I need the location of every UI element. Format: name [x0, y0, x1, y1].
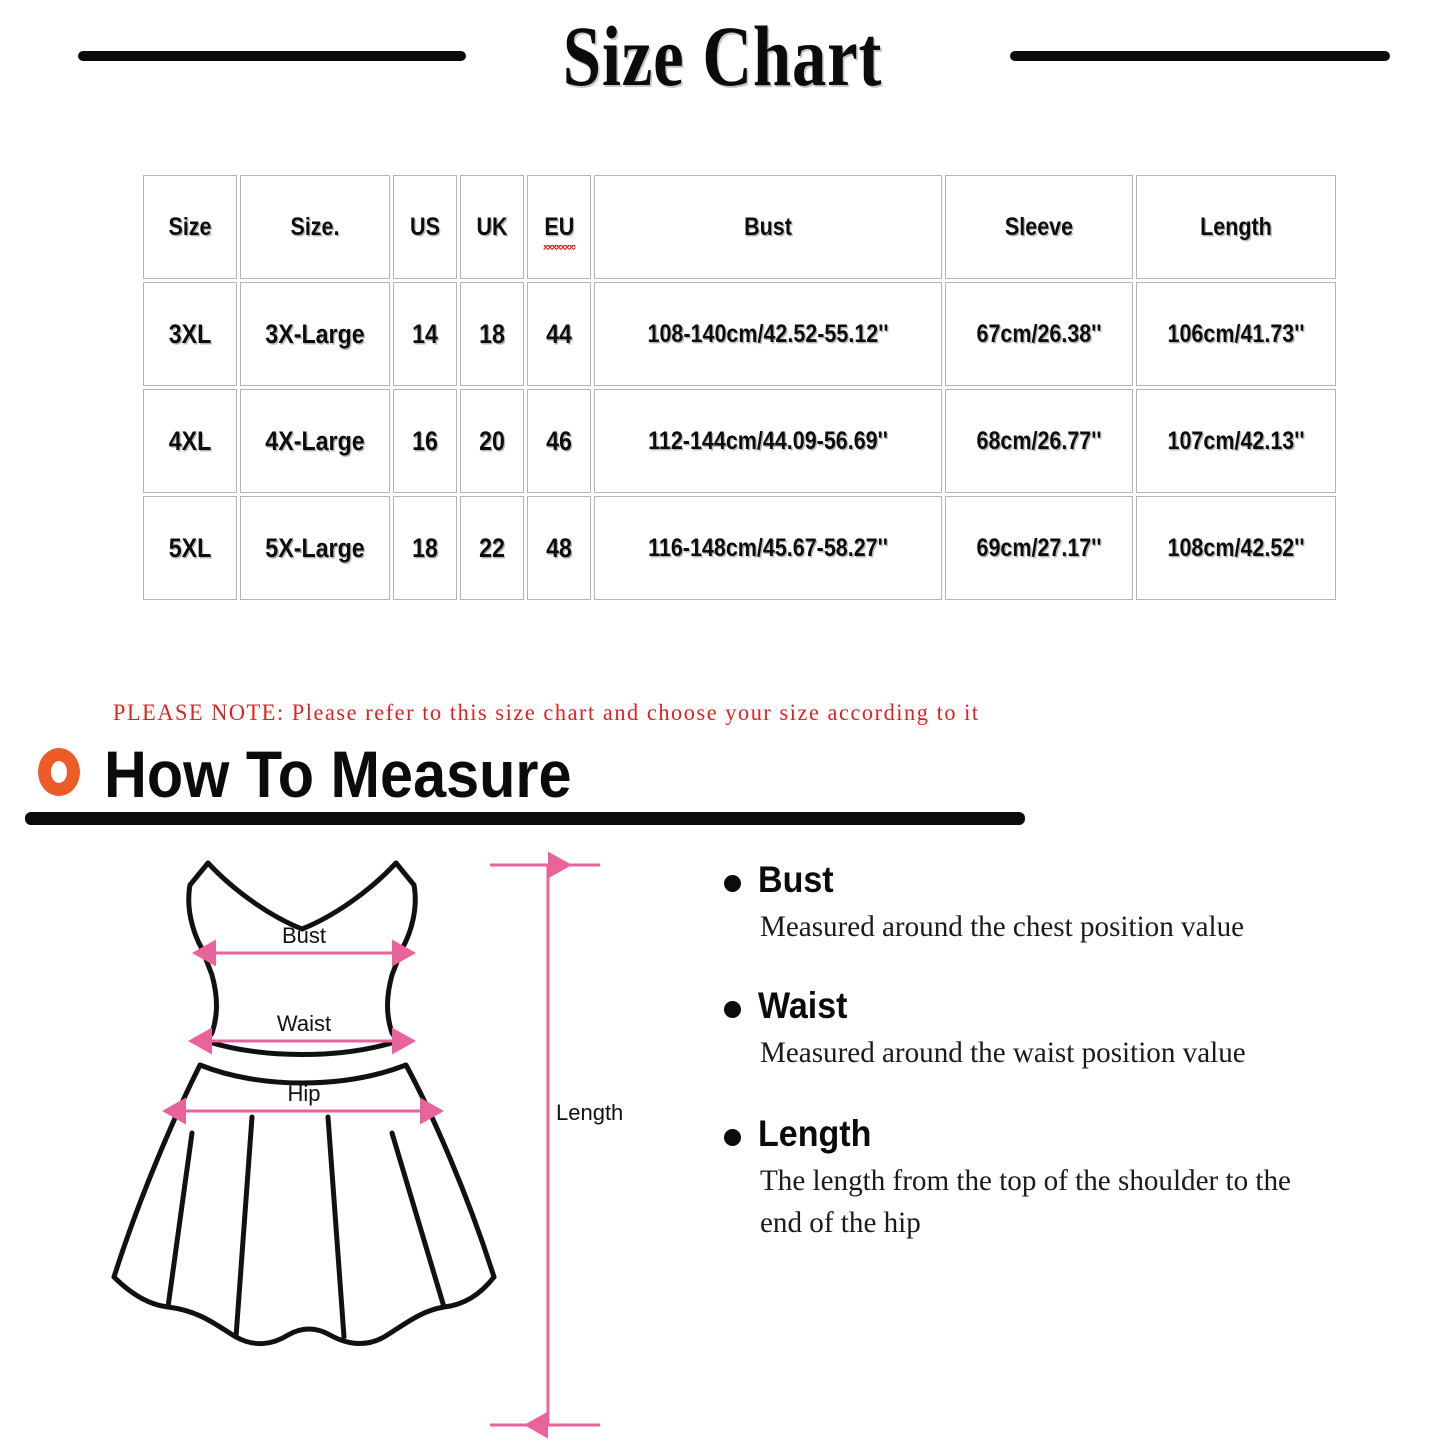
cell-uk: 18: [460, 282, 524, 386]
cell-us: 16: [393, 389, 457, 493]
page-header: Size Chart: [0, 0, 1445, 118]
measure-label: Bust: [758, 859, 834, 900]
measure-label: Length: [758, 1113, 872, 1154]
dress-measurement-diagram: Bust Waist Hip Length: [40, 845, 660, 1445]
column-header-size: Size: [143, 175, 237, 279]
measure-description: Measured around the waist position value: [760, 1036, 1246, 1069]
cell-size-name: 5X-Large: [240, 496, 390, 600]
title-rule-right: [1010, 51, 1390, 61]
cell-length: 108cm/42.52'': [1136, 496, 1336, 600]
size-chart-table: Size Size. US UK EU Bust Sleeve Length 3…: [140, 172, 1339, 603]
page-title: Size Chart: [562, 8, 883, 104]
cell-sleeve: 67cm/26.38'': [945, 282, 1133, 386]
cell-size: 3XL: [143, 282, 237, 386]
cell-length: 106cm/41.73'': [1136, 282, 1336, 386]
how-to-measure-heading: How To Measure: [104, 737, 572, 811]
dress-outline: [111, 860, 497, 1346]
cell-length: 107cm/42.13'': [1136, 389, 1336, 493]
waist-label: Waist: [277, 1011, 331, 1036]
measure-label: Waist: [758, 985, 848, 1026]
column-header-us: US: [393, 175, 457, 279]
bust-label: Bust: [282, 923, 326, 948]
heading-underline-bar: [25, 812, 1025, 825]
measure-description: Measured around the chest position value: [760, 910, 1245, 943]
cell-size: 5XL: [143, 496, 237, 600]
measure-description: The length from the top of the shoulder …: [760, 1164, 1291, 1239]
cell-eu: 48: [527, 496, 591, 600]
length-measure-line: [490, 851, 600, 1439]
column-header-size-name: Size.: [240, 175, 390, 279]
cell-sleeve: 69cm/27.17'': [945, 496, 1133, 600]
bullet-icon: [724, 875, 741, 892]
cell-us: 14: [393, 282, 457, 386]
bullet-icon: [724, 1129, 741, 1146]
cell-us: 18: [393, 496, 457, 600]
column-header-uk: UK: [460, 175, 524, 279]
table-row: 5XL 5X-Large 18 22 48 116-148cm/45.67-58…: [143, 496, 1336, 600]
title-rule-left: [78, 51, 466, 61]
cell-bust: 112-144cm/44.09-56.69'': [594, 389, 942, 493]
column-header-eu: EU: [527, 175, 591, 279]
cell-sleeve: 68cm/26.77'': [945, 389, 1133, 493]
spellcheck-underline: EU: [543, 212, 575, 250]
cell-uk: 22: [460, 496, 524, 600]
hip-label: Hip: [287, 1081, 320, 1106]
column-header-length: Length: [1136, 175, 1336, 279]
table-header-row: Size Size. US UK EU Bust Sleeve Length: [143, 175, 1336, 279]
cell-bust: 108-140cm/42.52-55.12'': [594, 282, 942, 386]
orange-ring-icon: [38, 748, 80, 796]
cell-uk: 20: [460, 389, 524, 493]
length-label: Length: [556, 1100, 623, 1125]
please-note-text: PLEASE NOTE: Please refer to this size c…: [113, 700, 980, 725]
bullet-icon: [724, 1001, 741, 1018]
column-header-sleeve: Sleeve: [945, 175, 1133, 279]
table-row: 4XL 4X-Large 16 20 46 112-144cm/44.09-56…: [143, 389, 1336, 493]
cell-bust: 116-148cm/45.67-58.27'': [594, 496, 942, 600]
cell-size-name: 4X-Large: [240, 389, 390, 493]
cell-eu: 44: [527, 282, 591, 386]
cell-size-name: 3X-Large: [240, 282, 390, 386]
cell-eu: 46: [527, 389, 591, 493]
table-row: 3XL 3X-Large 14 18 44 108-140cm/42.52-55…: [143, 282, 1336, 386]
cell-size: 4XL: [143, 389, 237, 493]
column-header-bust: Bust: [594, 175, 942, 279]
